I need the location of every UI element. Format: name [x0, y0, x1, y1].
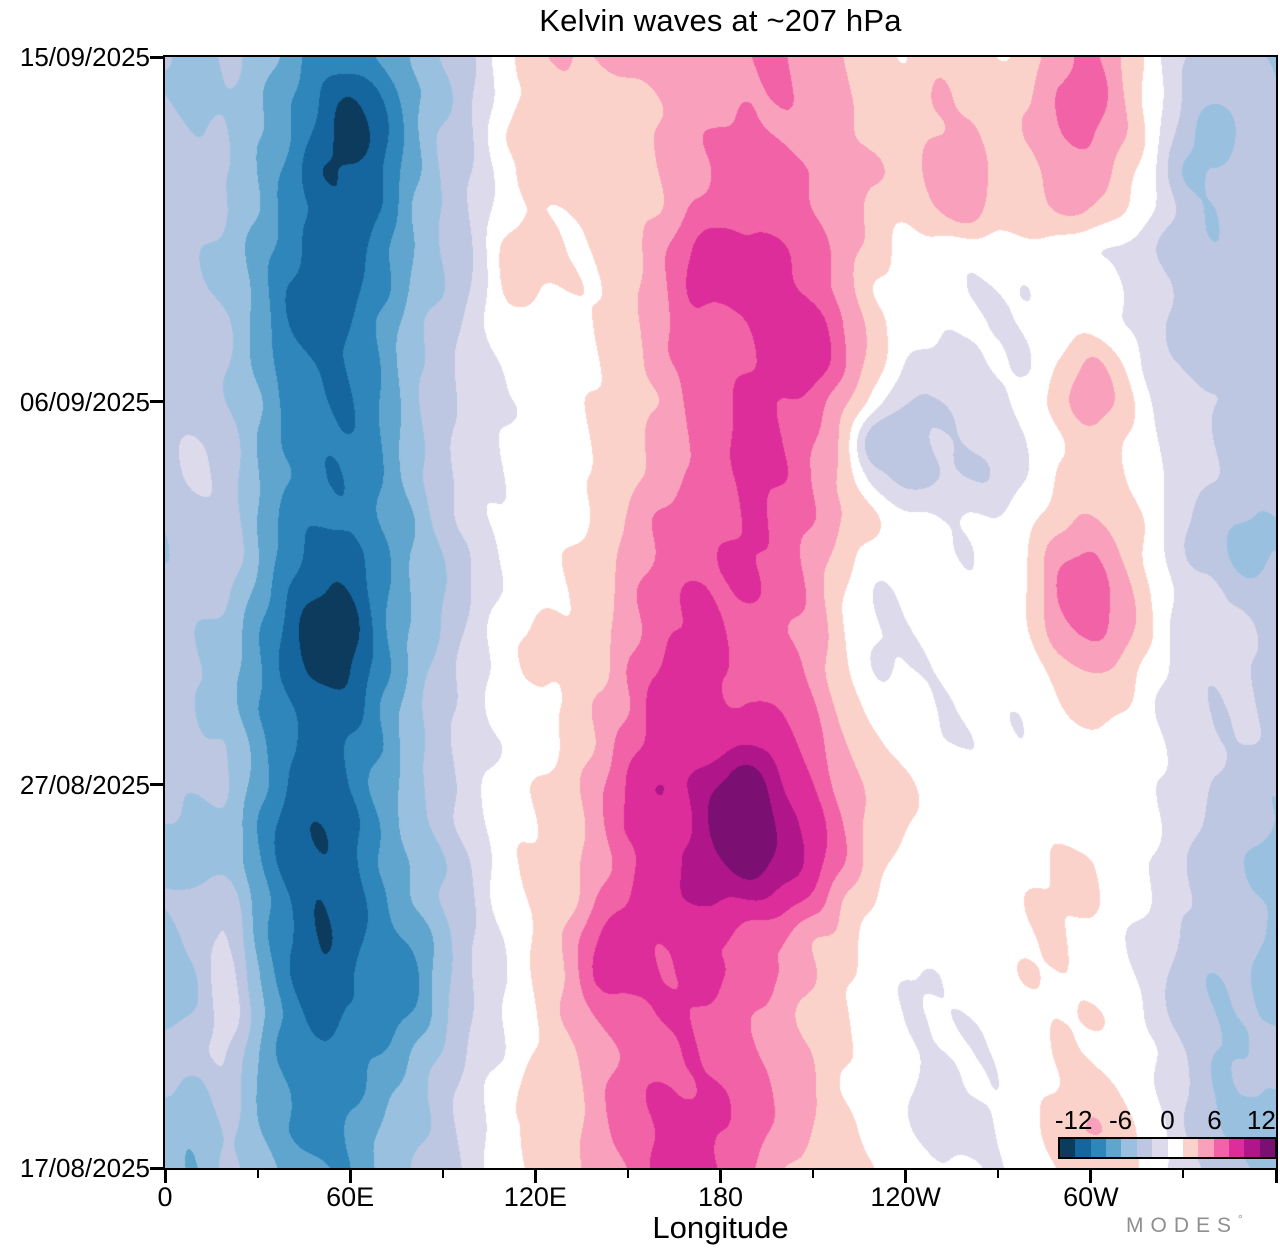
colorbar-tick-label: 6	[1207, 1105, 1222, 1135]
colorbar-segment--10_-8	[1090, 1139, 1107, 1157]
colorbar-tick-label: 12	[1246, 1105, 1276, 1135]
colorbar-segment-0_2	[1167, 1139, 1183, 1157]
y-major-tick	[150, 1166, 163, 1170]
colorbar-segment--14_-12	[1060, 1139, 1076, 1157]
y-tick-label: 15/09/2025	[19, 42, 150, 72]
colorbar-segment-8_10	[1228, 1139, 1245, 1157]
colorbar-segment--6_-4	[1121, 1139, 1137, 1157]
hovmoller-contour-field	[165, 57, 1276, 1168]
y-major-tick	[150, 55, 163, 59]
x-major-tick	[1274, 1170, 1278, 1183]
degree-mark: °	[1238, 1212, 1243, 1226]
x-minor-tick	[812, 1170, 815, 1178]
colorbar-tick-label: 0	[1160, 1105, 1175, 1135]
colorbar	[1058, 1137, 1277, 1159]
x-tick-label: 180	[697, 1182, 744, 1212]
x-major-tick	[719, 1170, 722, 1183]
x-tick-label: 120E	[503, 1182, 567, 1212]
colorbar-tick-label: -12	[1054, 1105, 1093, 1135]
x-tick-label: 0	[157, 1182, 173, 1212]
colorbar-segment-4_6	[1198, 1139, 1214, 1157]
colorbar-segment--12_-10	[1075, 1139, 1091, 1157]
colorbar-segment--2_0	[1152, 1139, 1168, 1157]
colorbar-segment-6_8	[1213, 1139, 1229, 1157]
chart-title: Kelvin waves at ~207 hPa	[539, 3, 902, 38]
colorbar-segment-2_4	[1182, 1139, 1199, 1157]
y-tick-label: 27/08/2025	[19, 769, 150, 800]
x-minor-tick	[626, 1170, 629, 1178]
x-major-tick	[348, 1170, 352, 1183]
colorbar-segment--4_-2	[1136, 1139, 1153, 1157]
colorbar-tick-label: -6	[1109, 1105, 1133, 1135]
x-major-tick	[904, 1170, 908, 1183]
colorbar-segment-12_14	[1259, 1139, 1276, 1157]
x-major-tick	[533, 1170, 537, 1183]
x-major-tick	[1089, 1170, 1093, 1183]
colorbar-segment-10_12	[1244, 1139, 1260, 1157]
y-major-tick	[150, 400, 163, 404]
x-minor-tick	[256, 1170, 259, 1178]
modes-logo: MODES°	[1126, 1212, 1243, 1238]
x-axis-title: Longitude	[652, 1210, 789, 1245]
x-major-tick	[163, 1170, 167, 1183]
x-tick-label: 60E	[326, 1182, 375, 1212]
y-tick-label: 06/09/2025	[19, 386, 150, 417]
colorbar-segment--8_-6	[1106, 1139, 1122, 1157]
x-tick-label: 120W	[870, 1182, 941, 1212]
x-tick-label: 60W	[1063, 1182, 1119, 1212]
y-tick-label: 17/08/2025	[19, 1153, 150, 1183]
x-minor-tick	[441, 1170, 444, 1178]
x-minor-tick	[1182, 1170, 1185, 1178]
modes-logo-text: MODES	[1126, 1214, 1239, 1237]
x-minor-tick	[997, 1170, 1000, 1178]
y-major-tick	[150, 783, 163, 787]
